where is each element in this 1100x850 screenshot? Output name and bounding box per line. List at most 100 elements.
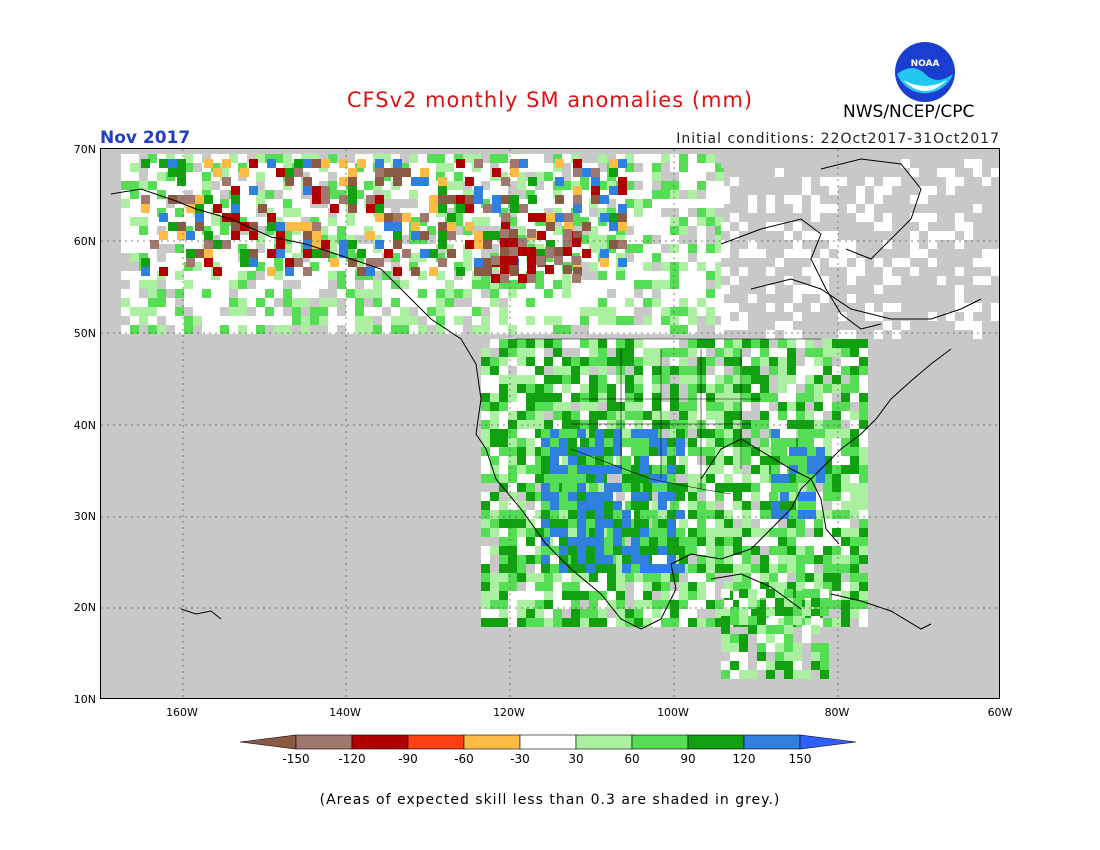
anomaly-cell (249, 231, 258, 240)
lat-label-10n: 10N (73, 693, 96, 706)
anomaly-cell (508, 393, 517, 402)
anomaly-cell (793, 240, 802, 249)
anomaly-cell (715, 393, 724, 402)
anomaly-cell (553, 280, 562, 289)
anomaly-cell (130, 280, 139, 289)
anomaly-cell (337, 316, 346, 325)
anomaly-cell (550, 501, 559, 510)
anomaly-cell (481, 316, 490, 325)
anomaly-cell (652, 339, 661, 348)
anomaly-cell (658, 564, 667, 573)
anomaly-cell (559, 438, 568, 447)
anomaly-cell (580, 339, 589, 348)
anomaly-cell (640, 429, 649, 438)
anomaly-cell (577, 564, 586, 573)
anomaly-cell (679, 519, 688, 528)
anomaly-cell (742, 501, 751, 510)
anomaly-cell (982, 195, 991, 204)
anomaly-cell (733, 564, 742, 573)
anomaly-cell (715, 226, 724, 235)
anomaly-cell (517, 289, 526, 298)
anomaly-cell (919, 240, 928, 249)
anomaly-cell (339, 195, 348, 204)
anomaly-cell (589, 235, 598, 244)
anomaly-cell (919, 168, 928, 177)
anomaly-cell (928, 240, 937, 249)
anomaly-cell (847, 204, 856, 213)
anomaly-cell (400, 262, 409, 271)
anomaly-cell (429, 195, 438, 204)
anomaly-cell (784, 303, 793, 312)
anomaly-cell (730, 616, 739, 625)
anomaly-cell (769, 420, 778, 429)
anomaly-cell (643, 199, 652, 208)
anomaly-cell (463, 154, 472, 163)
anomaly-cell (303, 159, 312, 168)
anomaly-cell (847, 222, 856, 231)
colorbar-tick-label: -90 (398, 752, 418, 766)
anomaly-cell (721, 616, 730, 625)
anomaly-cell (474, 258, 483, 267)
anomaly-cell (733, 357, 742, 366)
anomaly-cell (706, 582, 715, 591)
anomaly-cell (715, 528, 724, 537)
anomaly-cell (481, 528, 490, 537)
anomaly-cell (586, 537, 595, 546)
anomaly-cell (796, 555, 805, 564)
anomaly-cell (631, 537, 640, 546)
anomaly-cell (739, 222, 748, 231)
anomaly-cell (859, 348, 868, 357)
anomaly-cell (409, 289, 418, 298)
anomaly-cell (535, 163, 544, 172)
anomaly-cell (838, 177, 847, 186)
anomaly-cell (499, 465, 508, 474)
anomaly-cell (679, 199, 688, 208)
anomaly-cell (591, 186, 600, 195)
anomaly-cell (667, 528, 676, 537)
anomaly-cell (537, 231, 546, 240)
anomaly-cell (706, 465, 715, 474)
anomaly-cell (697, 564, 706, 573)
anomaly-cell (832, 438, 841, 447)
anomaly-cell (742, 483, 751, 492)
anomaly-cell (571, 609, 580, 618)
anomaly-cell (267, 159, 276, 168)
anomaly-cell (901, 321, 910, 330)
anomaly-cell (562, 411, 571, 420)
anomaly-cell (490, 393, 499, 402)
anomaly-cell (499, 402, 508, 411)
anomaly-cell (991, 312, 999, 321)
anomaly-cell (490, 411, 499, 420)
anomaly-cell (769, 456, 778, 465)
anomaly-cell (622, 438, 631, 447)
anomaly-cell (670, 271, 679, 280)
anomaly-cell (652, 600, 661, 609)
anomaly-cell (481, 519, 490, 528)
anomaly-cell (238, 289, 247, 298)
anomaly-cell (955, 303, 964, 312)
anomaly-cell (292, 217, 301, 226)
anomaly-cell (616, 289, 625, 298)
anomaly-cell (168, 168, 177, 177)
anomaly-cell (535, 456, 544, 465)
anomaly-cell (382, 289, 391, 298)
anomaly-cell (141, 204, 150, 213)
anomaly-cell (640, 537, 649, 546)
anomaly-cell (544, 384, 553, 393)
anomaly-cell (553, 555, 562, 564)
anomaly-cell (706, 208, 715, 217)
anomaly-cell (400, 289, 409, 298)
anomaly-cell (823, 528, 832, 537)
anomaly-cell (676, 438, 685, 447)
anomaly-cell (562, 402, 571, 411)
anomaly-cell (546, 222, 555, 231)
anomaly-cell (715, 244, 724, 253)
anomaly-cell (517, 357, 526, 366)
noaa-logo-icon: NOAA (893, 40, 957, 104)
anomaly-cell (814, 384, 823, 393)
anomaly-cell (400, 163, 409, 172)
anomaly-cell (910, 213, 919, 222)
anomaly-cell (526, 528, 535, 537)
anomaly-cell (616, 456, 625, 465)
anomaly-cell (670, 235, 679, 244)
